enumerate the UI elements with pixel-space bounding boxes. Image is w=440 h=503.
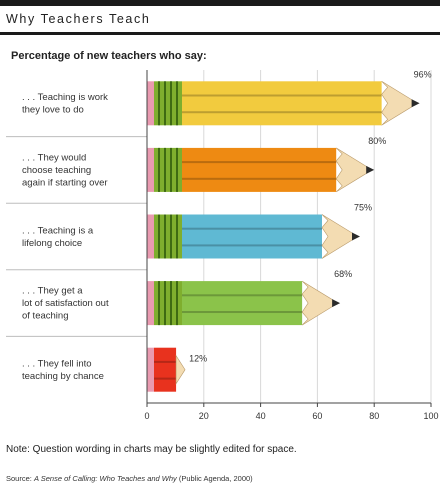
category-label: lot of satisfaction out <box>22 298 109 309</box>
ferrule-band <box>176 214 178 259</box>
value-label: 96% <box>414 69 432 79</box>
ferrule-band <box>164 81 166 126</box>
ferrule-band <box>158 281 160 326</box>
category-label: . . . Teaching is work <box>22 92 108 103</box>
category-label: of teaching <box>22 311 68 322</box>
pencil-eraser <box>147 281 154 326</box>
ferrule-band <box>176 147 178 192</box>
pencil-lead <box>332 299 341 308</box>
source-suffix: (Public Agenda, 2000) <box>176 474 253 483</box>
pencil-eraser <box>147 214 154 259</box>
x-tick-label: 60 <box>312 411 322 421</box>
category-label: choose teaching <box>22 165 91 176</box>
page-title: Why Teachers Teach <box>6 12 151 26</box>
pencil-eraser <box>147 81 154 126</box>
chart-note: Note: Question wording in charts may be … <box>6 444 297 455</box>
category-label: . . . They would <box>22 152 86 163</box>
pencil-body <box>182 214 322 259</box>
pencil-bar-chart: . . . Teaching is work they love to do 96%… <box>6 69 439 421</box>
pencil-facet <box>182 244 322 247</box>
x-tick-label: 100 <box>423 411 438 421</box>
value-label: 12% <box>189 354 207 364</box>
x-tick-label: 80 <box>369 411 379 421</box>
chart-subtitle: Percentage of new teachers who say: <box>11 50 207 62</box>
x-tick-label: 0 <box>144 411 149 421</box>
category-label: teaching by chance <box>22 371 104 382</box>
pencil-body <box>182 147 337 192</box>
pencil-facet <box>182 111 382 114</box>
pencil-body <box>182 81 382 126</box>
pencil-eraser <box>147 347 154 392</box>
ferrule-band <box>176 81 178 126</box>
x-tick-label: 40 <box>256 411 266 421</box>
ferrule-band <box>170 214 172 259</box>
title-rule <box>0 32 440 35</box>
pencil-lead <box>366 165 375 174</box>
pencil-facet <box>154 360 177 363</box>
pencil-facet <box>182 294 303 297</box>
pencil-facet <box>182 177 337 180</box>
pencil-wood-tip <box>175 354 186 385</box>
chart-source: Source: A Sense of Calling: Who Teaches … <box>6 474 253 483</box>
pencil-facet <box>154 377 177 380</box>
ferrule-band <box>170 147 172 192</box>
category-label: again if starting over <box>22 177 108 188</box>
category-label: . . . They get a <box>22 286 83 297</box>
category-label: they love to do <box>22 105 84 116</box>
ferrule-band <box>164 214 166 259</box>
ferrule-band <box>158 81 160 126</box>
source-work: A Sense of Calling: Who Teaches and Why <box>33 474 177 483</box>
ferrule-band <box>170 281 172 326</box>
source-prefix: Source: <box>6 474 34 483</box>
ferrule-band <box>164 147 166 192</box>
pencil-body <box>154 347 177 392</box>
pencil-facet <box>182 161 337 164</box>
pencil-facet <box>182 227 322 230</box>
category-label: lifelong choice <box>22 238 82 249</box>
ferrule-band <box>158 147 160 192</box>
top-bar <box>0 0 440 6</box>
pencil-eraser <box>147 147 154 192</box>
ferrule-band <box>158 214 160 259</box>
pencil-lead <box>411 99 420 108</box>
ferrule-band <box>176 281 178 326</box>
category-label: . . . They fell into <box>22 358 92 369</box>
ferrule-band <box>164 281 166 326</box>
pencil-lead <box>352 232 360 241</box>
pencil-facet <box>182 311 303 314</box>
pencil-facet <box>182 94 382 97</box>
x-tick-label: 20 <box>199 411 209 421</box>
ferrule-band <box>170 81 172 126</box>
category-label: . . . Teaching is a <box>22 225 94 236</box>
value-label: 80% <box>368 136 386 146</box>
value-label: 75% <box>354 203 372 213</box>
pencil-body <box>182 281 303 326</box>
value-label: 68% <box>334 269 352 279</box>
